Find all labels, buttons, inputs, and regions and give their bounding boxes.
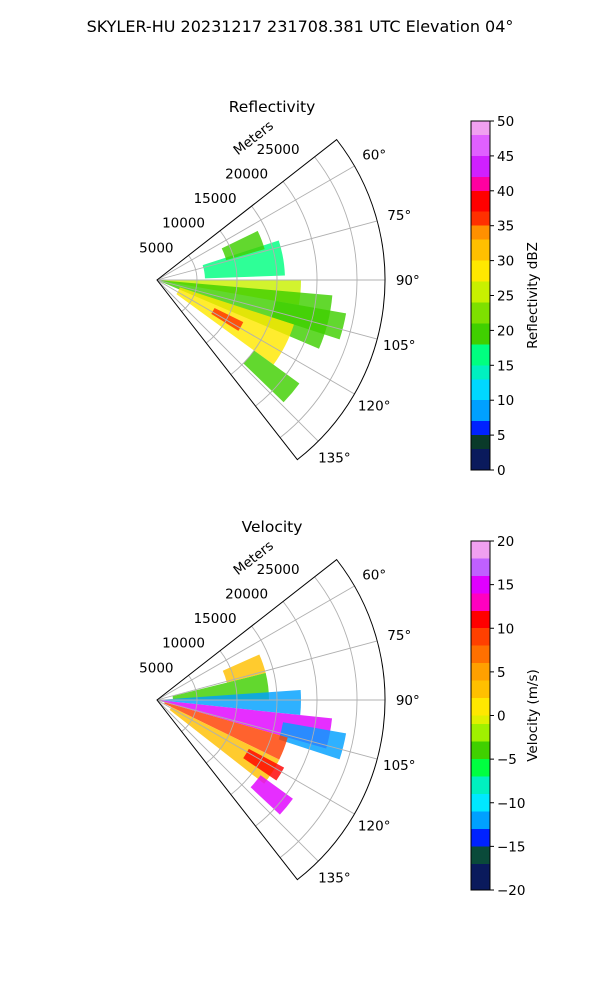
echo-region	[164, 702, 288, 760]
echo-region	[278, 722, 347, 760]
range-tick-label: 25000	[257, 142, 300, 158]
colorbar-tick-label: 50	[497, 114, 514, 130]
sector-outline	[156, 558, 386, 881]
colorbar-tick-label: −10	[497, 796, 526, 812]
velocity-colorbar-bar	[471, 541, 490, 890]
range-ring	[279, 156, 358, 438]
reflectivity-echo-layer	[157, 230, 347, 403]
velocity-colorbar: −20 −15 −10 −5 0 5 10 15 20 Velocity (m/s)	[470, 534, 541, 899]
azimuth-tick-label: 105°	[383, 338, 416, 354]
azimuth-spoke	[156, 279, 319, 442]
velocity-panel: Velocity 60° 75° 90° 105° 120° 135° 5000 10000…	[139, 518, 420, 886]
echo-region	[169, 707, 280, 784]
range-tick-label: 15000	[194, 191, 237, 207]
reflectivity-colorbar-label: Reflectivity dBZ	[525, 242, 541, 349]
azimuth-spoke	[156, 699, 355, 815]
colorbar-tick-label: 35	[497, 219, 514, 235]
echo-region	[157, 689, 301, 716]
colorbar-tick-label: 20	[497, 323, 514, 339]
range-ring	[205, 230, 238, 344]
azimuth-tick-label: 60°	[362, 568, 386, 584]
range-ring	[279, 576, 358, 858]
velocity-radial-labels: 5000 10000 15000 20000 25000	[139, 562, 299, 677]
azimuth-tick-label: 60°	[362, 148, 386, 164]
velocity-title: Velocity	[242, 518, 303, 536]
range-tick-label: 5000	[139, 240, 173, 256]
colorbar-tick-label: −15	[497, 839, 526, 855]
colorbar-tick-label: 10	[497, 393, 514, 409]
colorbar-tick-label: 5	[497, 665, 506, 681]
velocity-colorbar-ticks: −20 −15 −10 −5 0 5 10 15 20	[490, 534, 526, 899]
range-ring	[255, 181, 318, 407]
azimuth-tick-label: 90°	[396, 693, 420, 709]
range-ring	[230, 625, 278, 795]
sector-outline	[156, 138, 386, 461]
azimuth-spoke	[156, 640, 378, 701]
colorbar-tick-label: 0	[497, 709, 506, 725]
range-tick-label: 15000	[194, 611, 237, 627]
range-ring	[181, 675, 198, 732]
range-tick-label: 10000	[162, 216, 205, 232]
colorbar-tick-label: −20	[497, 883, 526, 899]
azimuth-spoke	[156, 279, 355, 395]
reflectivity-colorbar-bar	[471, 121, 490, 470]
colorbar-tick-label: 10	[497, 621, 514, 637]
azimuth-spoke	[156, 699, 319, 862]
range-ring	[205, 650, 238, 764]
azimuth-tick-label: 105°	[383, 758, 416, 774]
reflectivity-grid	[156, 138, 386, 461]
azimuth-tick-label: 120°	[358, 398, 391, 414]
range-tick-label: 20000	[225, 586, 268, 602]
colorbar-tick-label: 25	[497, 289, 514, 305]
velocity-angle-labels: 60° 75° 90° 105° 120° 135°	[318, 568, 420, 887]
colorbar-tick-label: 15	[497, 578, 514, 594]
azimuth-tick-label: 135°	[318, 870, 351, 886]
range-tick-label: 25000	[257, 562, 300, 578]
reflectivity-angle-labels: 60° 75° 90° 105° 120° 135°	[318, 148, 420, 467]
range-tick-label: 5000	[139, 660, 173, 676]
azimuth-tick-label: 75°	[387, 208, 411, 224]
colorbar-tick-label: 0	[497, 463, 506, 479]
range-tick-label: 10000	[162, 636, 205, 652]
colorbar-tick-label: 5	[497, 428, 506, 444]
azimuth-tick-label: 90°	[396, 273, 420, 289]
colorbar-tick-label: −5	[497, 752, 517, 768]
colorbar-tick-label: 20	[497, 534, 514, 550]
azimuth-spoke	[156, 165, 355, 281]
azimuth-tick-label: 135°	[318, 450, 351, 466]
range-tick-label: 20000	[225, 166, 268, 182]
range-ring	[230, 205, 278, 375]
range-ring	[181, 255, 198, 312]
colorbar-tick-label: 40	[497, 184, 514, 200]
azimuth-spoke	[156, 699, 378, 760]
colorbar-tick-label: 45	[497, 149, 514, 165]
colorbar-tick-label: 30	[497, 254, 514, 270]
echo-region	[243, 748, 285, 781]
colorbar-tick-label: 15	[497, 358, 514, 374]
velocity-echo-layer	[157, 654, 347, 815]
echo-region	[250, 775, 293, 815]
azimuth-spoke	[156, 220, 378, 281]
velocity-grid	[156, 558, 386, 881]
azimuth-spoke	[156, 585, 355, 701]
figure-title: SKYLER-HU 20231217 231708.381 UTC Elevat…	[87, 17, 514, 36]
reflectivity-title: Reflectivity	[229, 98, 316, 116]
reflectivity-panel: Reflectivity 60° 75° 90° 105° 120° 135° 5000 1…	[139, 98, 420, 466]
echo-region	[243, 350, 300, 403]
azimuth-spoke	[156, 279, 378, 340]
velocity-colorbar-label: Velocity (m/s)	[525, 669, 541, 762]
azimuth-tick-label: 120°	[358, 818, 391, 834]
reflectivity-colorbar: 0 5 10 15 20 25 30 35 40 45 50 Reflectivity dBZ	[470, 114, 541, 479]
echo-region	[202, 240, 285, 279]
range-ring	[255, 601, 318, 827]
azimuth-tick-label: 75°	[387, 628, 411, 644]
reflectivity-radial-labels: 5000 10000 15000 20000 25000	[139, 142, 299, 257]
reflectivity-colorbar-ticks: 0 5 10 15 20 25 30 35 40 45 50	[490, 114, 514, 479]
